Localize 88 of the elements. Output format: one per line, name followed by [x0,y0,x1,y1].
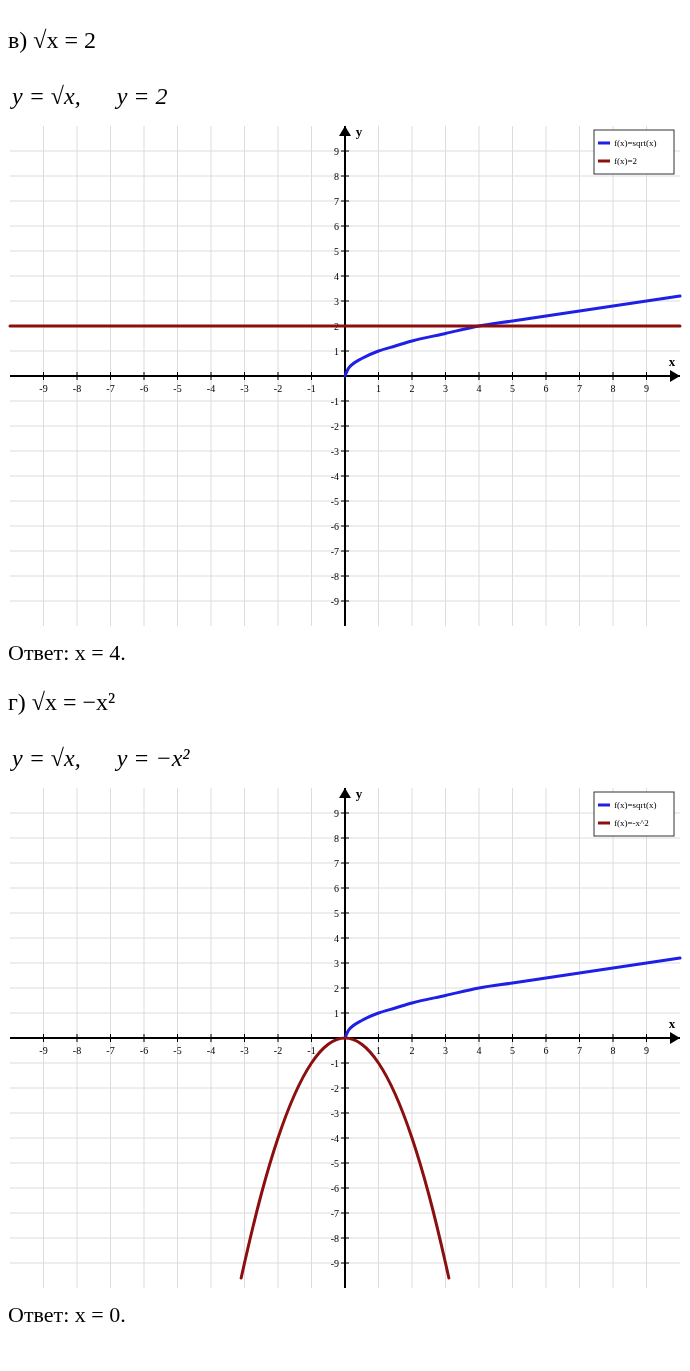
x-tick-label: -6 [139,1045,149,1056]
legend-label: f(x)=-x^2 [614,818,649,828]
x-tick-label: 3 [443,1045,448,1056]
y-tick-label: -1 [330,1057,339,1069]
y-tick-label: -3 [330,445,339,457]
x-tick-label: -5 [173,383,182,394]
x-tick-label: 4 [476,383,482,394]
chart-subtitle: y = √x, y = 2 [10,83,168,109]
x-tick-label: 8 [610,383,616,394]
y-tick-label: -2 [330,1082,339,1094]
x-tick-label: -6 [139,383,149,394]
x-tick-label: -8 [72,383,82,394]
y-tick-label: 5 [334,907,339,919]
y-tick-label: 4 [334,270,339,282]
x-tick-label: 7 [577,1045,582,1056]
y-tick-label: 5 [334,245,339,257]
x-tick-label: -9 [39,1045,48,1056]
y-tick-label: 7 [334,857,339,869]
x-tick-label: -9 [39,383,48,394]
x-tick-label: 3 [443,383,448,394]
text: Ответ: x = 0. [8,1302,126,1327]
y-tick-label: 1 [334,345,339,357]
y-tick-label: -9 [330,595,339,607]
text: Ответ: x = 4. [8,640,126,665]
y-tick-label: 6 [334,882,339,894]
chart-subtitle: y = √x, y = −x² [10,745,191,771]
y-tick-label: -8 [330,1232,339,1244]
y-tick-label: -2 [330,420,339,432]
x-tick-label: 7 [577,383,582,394]
legend-label: f(x)=sqrt(x) [614,138,657,148]
y-tick-label: 1 [334,1007,339,1019]
y-tick-label: 4 [334,932,339,944]
x-tick-label: 1 [376,383,381,394]
line-series [239,1036,451,1280]
x-tick-label: -1 [307,1045,316,1056]
x-tick-label: 2 [409,383,415,394]
y-tick-label: 3 [334,295,339,307]
x-tick-label: -1 [307,383,316,394]
x-tick-label: -8 [72,1045,82,1056]
y-tick-label: -3 [330,1107,339,1119]
legend-label: f(x)=2 [614,156,638,166]
y-tick-label: -8 [330,570,339,582]
y-tick-label: -5 [330,1157,339,1169]
line-series [343,956,682,1040]
y-axis-title: y [355,786,363,801]
y-tick-label: 7 [334,195,339,207]
x-tick-label: -3 [240,1045,249,1056]
y-tick-label: -1 [330,395,339,407]
x-axis-title: x [668,1016,676,1031]
y-tick-label: -6 [330,520,339,532]
y-tick-label: 2 [334,982,339,994]
x-tick-label: 8 [610,1045,616,1056]
y-tick-label: -7 [330,545,339,557]
x-tick-label: 6 [543,383,549,394]
x-tick-label: 9 [644,1045,649,1056]
x-tick-label: -2 [273,1045,283,1056]
y-tick-label: -4 [330,470,339,482]
x-tick-label: 5 [510,1045,515,1056]
y-tick-label: 8 [334,832,339,844]
x-tick-label: 4 [476,1045,482,1056]
x-tick-label: -5 [173,1045,182,1056]
y-tick-label: -6 [330,1182,339,1194]
y-axis-title: y [355,124,363,139]
x-tick-label: -7 [106,1045,115,1056]
x-tick-label: -4 [206,1045,216,1056]
x-tick-label: 9 [644,383,649,394]
x-tick-label: 5 [510,383,515,394]
chart-title: в) √x = 2 [8,27,97,53]
y-tick-label: 8 [334,170,339,182]
x-tick-label: 6 [543,1045,549,1056]
x-tick-label: 1 [376,1045,381,1056]
x-tick-label: -2 [273,383,283,394]
x-tick-label: -3 [240,383,249,394]
line-series [343,294,682,378]
x-tick-label: -7 [106,383,115,394]
y-tick-label: -4 [330,1132,339,1144]
legend-label: f(x)=sqrt(x) [614,800,657,810]
y-tick-label: -5 [330,495,339,507]
x-tick-label: 2 [409,1045,415,1056]
y-tick-label: -9 [330,1257,339,1269]
x-tick-label: -4 [206,383,216,394]
y-tick-label: 9 [334,145,339,157]
y-tick-label: 3 [334,957,339,969]
chart-title: г) √x = −x² [8,689,116,715]
x-axis-title: x [668,354,676,369]
y-tick-label: -7 [330,1207,339,1219]
y-tick-label: 6 [334,220,339,232]
y-tick-label: 9 [334,807,339,819]
